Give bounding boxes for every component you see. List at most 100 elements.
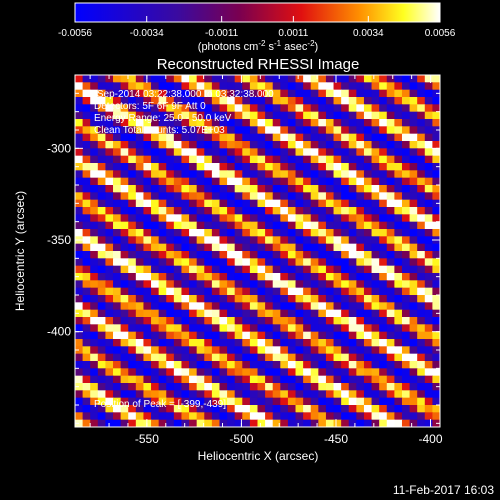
heatmap-cell <box>158 309 167 318</box>
heatmap-cell <box>424 82 433 91</box>
heatmap-cell <box>325 199 335 208</box>
heatmap-cell <box>325 133 335 142</box>
heatmap-cell <box>363 89 373 98</box>
heatmap-cell <box>219 82 228 91</box>
heatmap-cell <box>257 192 266 201</box>
heatmap-cell <box>181 185 190 193</box>
heatmap-cell <box>166 412 175 421</box>
heatmap-cell <box>257 82 266 91</box>
heatmap-cell <box>424 251 433 259</box>
heatmap-cell <box>371 287 380 296</box>
heatmap-cell <box>166 126 175 135</box>
heatmap-cell <box>128 141 137 149</box>
heatmap-cell <box>303 192 312 201</box>
heatmap-cell <box>105 229 114 237</box>
heatmap-cell <box>90 317 99 325</box>
heatmap-cell <box>333 75 342 83</box>
heatmap-cell <box>196 258 205 267</box>
heatmap-cell <box>196 221 205 230</box>
heatmap-cell <box>113 229 122 237</box>
heatmap-cell <box>287 214 297 223</box>
heatmap-cell <box>166 104 175 113</box>
heatmap-cell <box>173 361 183 369</box>
heatmap-cell <box>386 214 395 223</box>
heatmap-cell <box>120 75 129 83</box>
heatmap-cell <box>219 163 228 171</box>
heatmap-cell <box>409 236 418 245</box>
heatmap-cell <box>204 419 213 427</box>
heatmap-cell <box>333 185 342 193</box>
heatmap-cell <box>401 243 411 252</box>
heatmap-cell <box>424 302 433 311</box>
heatmap-cell <box>272 75 281 83</box>
heatmap-cell <box>227 361 236 369</box>
heatmap-cell <box>325 111 335 120</box>
heatmap-cell <box>356 258 365 267</box>
heatmap-cell <box>105 287 114 296</box>
heatmap-cell <box>394 236 403 245</box>
heatmap-cell <box>318 368 327 377</box>
heatmap-cell <box>401 339 411 347</box>
heatmap-cell <box>333 111 342 120</box>
heatmap-cell <box>234 199 243 208</box>
heatmap-cell <box>417 397 426 406</box>
heatmap-cell <box>424 383 433 391</box>
heatmap-cell <box>394 353 403 362</box>
heatmap-cell <box>303 390 312 399</box>
heatmap-cell <box>135 199 145 208</box>
heatmap-cell <box>432 287 440 296</box>
heatmap-cell <box>363 243 373 252</box>
heatmap-cell <box>341 229 350 237</box>
heatmap-cell <box>196 236 205 245</box>
heatmap-cell <box>432 243 440 252</box>
heatmap-cell <box>90 163 99 171</box>
heatmap-cell <box>394 287 403 296</box>
heatmap-cell <box>417 214 426 223</box>
heatmap-cell <box>97 111 107 120</box>
heatmap-cell <box>135 375 145 384</box>
heatmap-cell <box>409 133 418 142</box>
heatmap-cell <box>295 111 304 120</box>
heatmap-cell <box>348 287 357 296</box>
heatmap-cell <box>432 97 440 105</box>
heatmap-cell <box>287 148 297 157</box>
heatmap-cell <box>196 309 205 318</box>
heatmap-cell <box>295 170 304 179</box>
heatmap-cell <box>409 163 418 171</box>
heatmap-cell <box>166 177 175 186</box>
heatmap-cell <box>310 148 319 157</box>
heatmap-cell <box>173 324 183 333</box>
heatmap-cell <box>181 104 190 113</box>
heatmap-cell <box>287 177 297 186</box>
heatmap-cell <box>432 214 440 223</box>
heatmap-cell <box>394 258 403 267</box>
heatmap-cell <box>295 177 304 186</box>
heatmap-cell <box>318 302 327 311</box>
heatmap-cell <box>310 97 319 105</box>
heatmap-cell <box>401 287 411 296</box>
heatmap-cell <box>135 229 145 237</box>
heatmap-cell <box>394 148 403 157</box>
heatmap-cell <box>75 419 84 427</box>
heatmap-cell <box>75 111 84 120</box>
heatmap-cell <box>135 265 145 274</box>
heatmap-cell <box>90 295 99 303</box>
heatmap-cell <box>401 383 411 391</box>
heatmap-cell <box>181 390 190 399</box>
heatmap-cell <box>318 383 327 391</box>
heatmap-cell <box>333 199 342 208</box>
heatmap-cell <box>417 148 426 157</box>
heatmap-cell <box>325 339 335 347</box>
heatmap-cell <box>105 141 114 149</box>
heatmap-cell <box>371 221 380 230</box>
heatmap-cell <box>120 89 129 98</box>
heatmap-cell <box>280 258 289 267</box>
heatmap-cell <box>257 419 266 427</box>
heatmap-cell <box>356 82 365 91</box>
heatmap-cell <box>424 346 433 355</box>
heatmap-cell <box>424 368 433 377</box>
heatmap-cell <box>242 163 251 171</box>
heatmap-cell <box>189 397 198 406</box>
heatmap-cell <box>189 177 198 186</box>
heatmap-cell <box>113 412 122 421</box>
